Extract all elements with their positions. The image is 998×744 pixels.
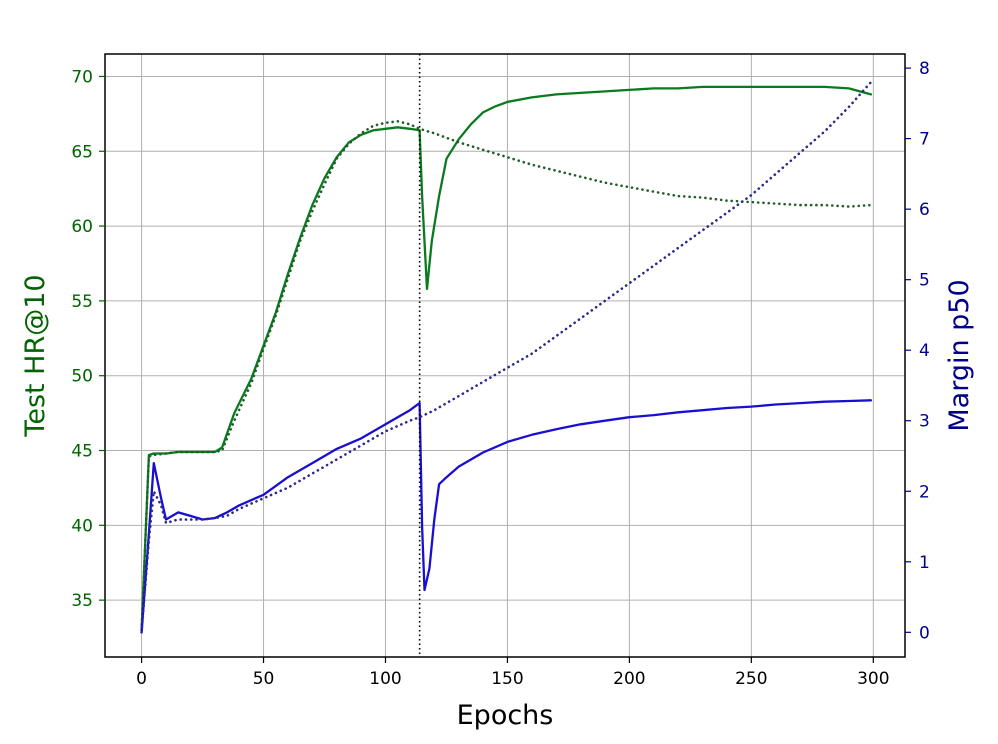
right-y-tick-label: 5 [919, 271, 930, 291]
right-y-axis-label: Margin p50 [944, 279, 975, 431]
left-y-tick-label: 55 [71, 292, 93, 312]
right-y-tick-label: 3 [919, 412, 930, 432]
x-tick-label: 100 [369, 669, 401, 689]
left-y-tick-label: 50 [71, 367, 93, 387]
right-y-tick-label: 4 [919, 341, 930, 361]
right-y-tick-label: 2 [919, 482, 930, 502]
hr-solid-line [140, 85, 873, 632]
plot-area-frame [104, 53, 906, 658]
x-tick-label: 250 [735, 669, 767, 689]
left-y-tick-label: 70 [71, 67, 93, 87]
left-y-tick-label: 60 [71, 217, 93, 237]
x-axis-ticks: 0 50 100 150 200 250 300 [136, 657, 890, 689]
left-y-tick-label: 45 [71, 442, 93, 462]
left-y-tick-label: 35 [71, 591, 93, 611]
x-tick-label: 300 [857, 669, 889, 689]
margin-dotted-line [140, 80, 873, 634]
right-y-axis-ticks: 0 1 2 3 4 5 6 7 8 [905, 59, 930, 643]
x-tick-label: 200 [613, 669, 645, 689]
left-y-axis-ticks: 35 40 45 50 55 60 65 70 [71, 67, 105, 611]
x-tick-label: 150 [491, 669, 523, 689]
gridlines [105, 54, 905, 657]
x-axis-label: Epochs [457, 700, 554, 731]
right-y-tick-label: 0 [919, 623, 930, 643]
left-y-tick-label: 40 [71, 516, 93, 536]
x-tick-label: 50 [253, 669, 275, 689]
right-y-tick-label: 7 [919, 130, 930, 150]
left-y-axis-label: Test HR@10 [20, 274, 51, 437]
series-lines [140, 80, 873, 634]
x-tick-label: 0 [136, 669, 147, 689]
right-y-tick-label: 8 [919, 59, 930, 79]
margin-solid-line [140, 399, 873, 634]
right-y-tick-label: 1 [919, 553, 930, 573]
right-y-tick-label: 6 [919, 200, 930, 220]
left-y-tick-label: 65 [71, 142, 93, 162]
hr-dotted-line [140, 120, 873, 632]
